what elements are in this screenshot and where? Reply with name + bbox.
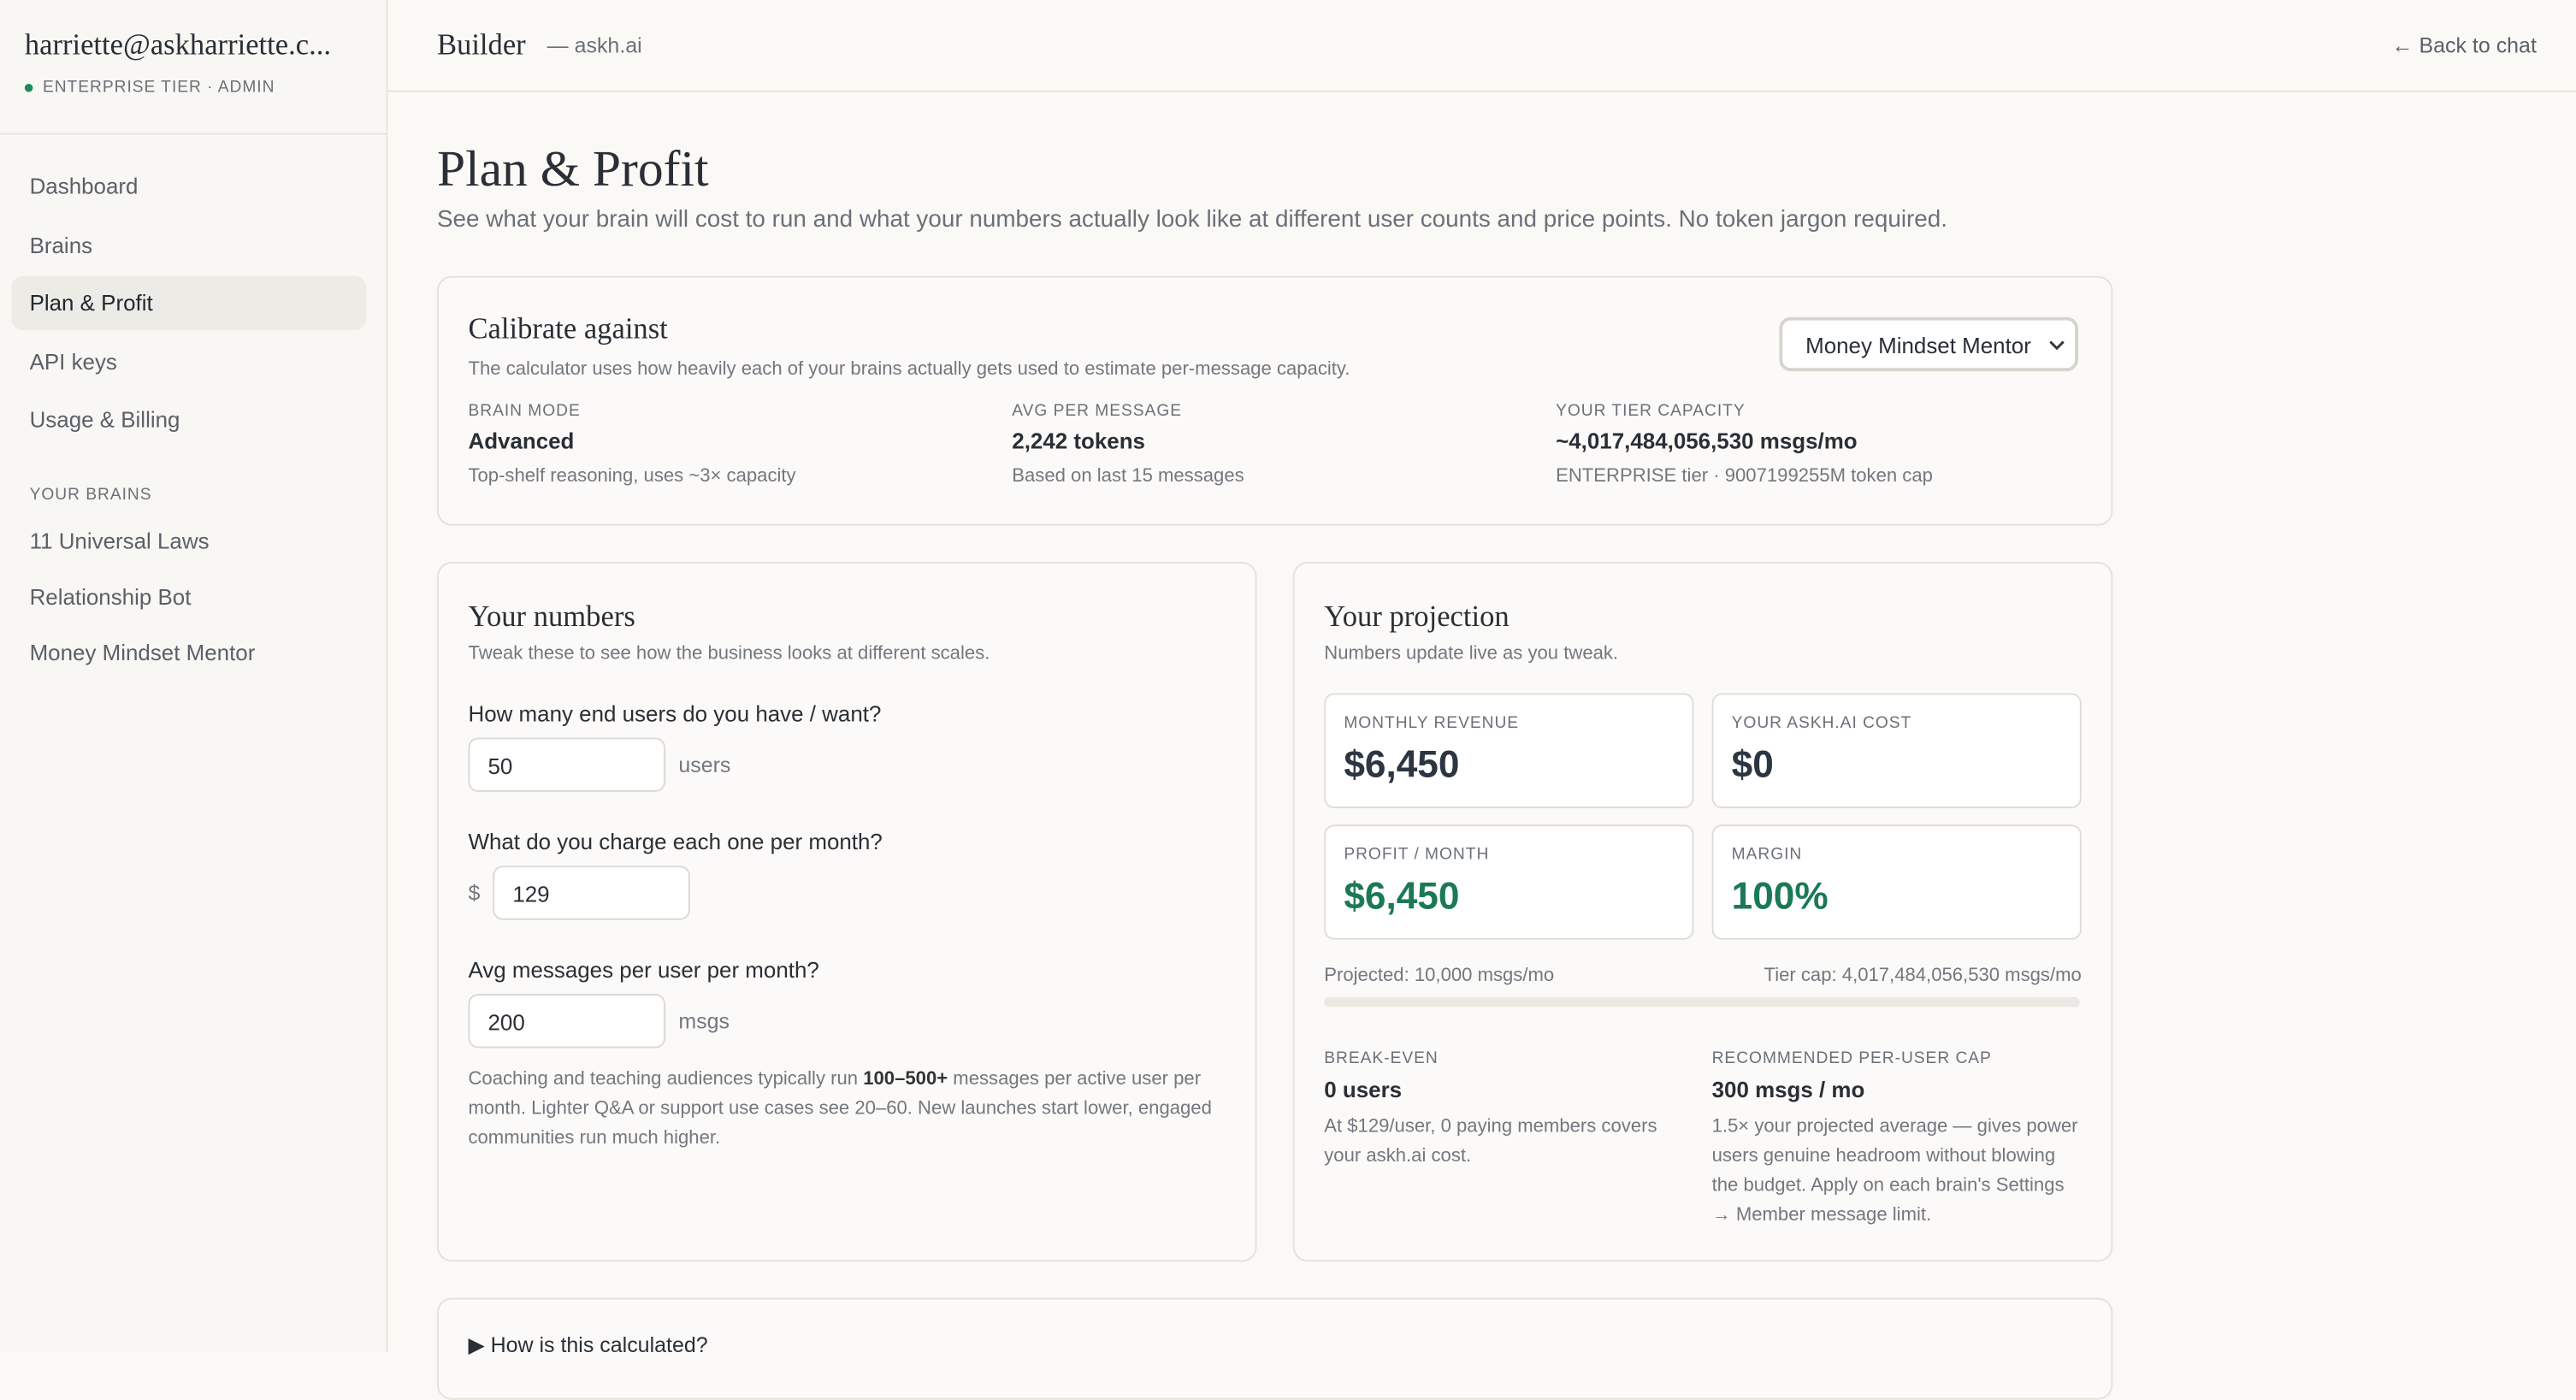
field-suffix: msgs <box>678 1008 730 1034</box>
stat-value: $6,450 <box>1344 742 1460 786</box>
help-emphasis: 100–500+ <box>863 1069 948 1090</box>
topbar-subtitle: — askh.ai <box>547 32 642 58</box>
field-label: What do you charge each one per month? <box>468 830 883 854</box>
stat-note: ENTERPRISE tier · 9007199255M token cap <box>1556 466 1933 487</box>
card-subtitle: Tweak these to see how the business look… <box>468 644 990 665</box>
breakeven-label: BREAK-EVEN <box>1324 1049 1439 1068</box>
recommended-note: 1.5× your projected average — gives powe… <box>1711 1117 2078 1226</box>
stat-value: $6,450 <box>1344 873 1460 917</box>
projection-card: Your projection Numbers update live as y… <box>1292 561 2113 1262</box>
stat-note: Based on last 15 messages <box>1012 466 1244 487</box>
user-email: harriette@askharriette.c... <box>24 27 332 62</box>
brain-item[interactable]: Money Mindset Mentor <box>29 641 256 665</box>
brain-select[interactable]: Money Mindset Mentor <box>1779 316 2078 372</box>
chevron <box>2049 340 2065 351</box>
field-input[interactable]: 200 <box>468 994 665 1049</box>
field-input[interactable]: 50 <box>468 737 665 792</box>
topbar: Builder — askh.ai ← Back to chat <box>387 0 2576 92</box>
tier-cap: Tier cap: 4,017,484,056,530 msgs/mo <box>1764 966 2082 986</box>
field-input[interactable]: 129 <box>493 865 690 920</box>
stat-card: YOUR ASKH.AI COST $0 <box>1711 693 2082 809</box>
stat-card: PROFIT / MONTH $6,450 <box>1324 824 1694 940</box>
help-text: Coaching and teaching audiences typicall… <box>468 1065 1224 1154</box>
stat-note: Top-shelf reasoning, uses ~3× capacity <box>468 466 796 487</box>
projected: Projected: 10,000 msgs/mo <box>1324 966 1555 986</box>
brain-item[interactable]: 11 Universal Laws <box>29 529 210 554</box>
card-title: Calibrate against <box>468 311 668 346</box>
breakeven-note: At $129/user, 0 paying members covers yo… <box>1324 1117 1657 1167</box>
calibrate-card: Calibrate against The calculator uses ho… <box>436 275 2113 526</box>
divider <box>0 133 387 135</box>
details-card: ▶ How is this calculated? <box>436 1297 2113 1400</box>
nav-item[interactable]: Dashboard <box>29 174 139 199</box>
nav-item[interactable]: Brains <box>29 232 93 257</box>
capacity-bar <box>1324 996 2080 1007</box>
stat-label: AVG PER MESSAGE <box>1012 402 1183 421</box>
help-text: messages per active user per month. Ligh… <box>468 1069 1212 1149</box>
field-label: How many end users do you have / want? <box>468 701 882 727</box>
stat-card: MARGIN 100% <box>1711 824 2082 940</box>
card-subtitle: Numbers update live as you tweak. <box>1324 644 1619 665</box>
field-prefix: $ <box>468 880 481 906</box>
stat-value: 100% <box>1731 873 1829 917</box>
stat-value: $0 <box>1731 742 1774 786</box>
card-title: Your numbers <box>468 600 635 633</box>
stat-value: Advanced <box>468 428 575 454</box>
card-description: The calculator uses how heavily each of … <box>468 359 1350 380</box>
stat-label: MARGIN <box>1731 846 1803 865</box>
stat-value: 2,242 tokens <box>1012 428 1145 454</box>
field-suffix: users <box>678 752 731 777</box>
nav-item[interactable]: API keys <box>29 349 117 375</box>
stat-label: YOUR TIER CAPACITY <box>1556 402 1746 421</box>
recommended-value: 300 msgs / mo <box>1711 1078 1865 1102</box>
breakeven-value: 0 users <box>1324 1078 1403 1102</box>
stat-label: PROFIT / MONTH <box>1344 846 1490 865</box>
field-label: Avg messages per user per month? <box>468 957 819 983</box>
status-dot <box>24 83 33 92</box>
nav-item[interactable]: Plan & Profit <box>11 275 367 331</box>
details-toggle[interactable]: ▶ How is this calculated? <box>468 1332 708 1357</box>
numbers-card: Your numbers Tweak these to see how the … <box>436 561 1257 1262</box>
back-link[interactable]: ← Back to chat <box>2391 32 2537 58</box>
tier: ENTERPRISE TIER · ADMIN <box>42 79 275 97</box>
page-description: See what your brain will cost to run and… <box>436 207 1948 233</box>
stat-label: MONTHLY REVENUE <box>1344 714 1520 733</box>
topbar-title: Builder <box>436 27 526 62</box>
sidebar: harriette@askharriette.c... ENTERPRISE T… <box>0 0 388 1352</box>
help-text: Coaching and teaching audiences typicall… <box>468 1069 864 1090</box>
card-title: Your projection <box>1324 600 1510 633</box>
stat-card: MONTHLY REVENUE $6,450 <box>1324 693 1694 809</box>
stat-label: BRAIN MODE <box>468 402 581 421</box>
stat-value: ~4,017,484,056,530 msgs/mo <box>1556 428 1858 454</box>
stat-label: YOUR ASKH.AI COST <box>1731 714 1912 733</box>
page-title: Plan & Profit <box>436 139 709 198</box>
select-value: Money Mindset Mentor <box>1805 333 2031 358</box>
brain-item[interactable]: Relationship Bot <box>29 584 192 610</box>
nav-item[interactable]: Usage & Billing <box>29 407 180 433</box>
recommended-label: RECOMMENDED PER-USER CAP <box>1711 1049 1992 1068</box>
details-summary: How is this calculated? <box>490 1332 708 1357</box>
section-label: YOUR BRAINS <box>29 486 152 505</box>
